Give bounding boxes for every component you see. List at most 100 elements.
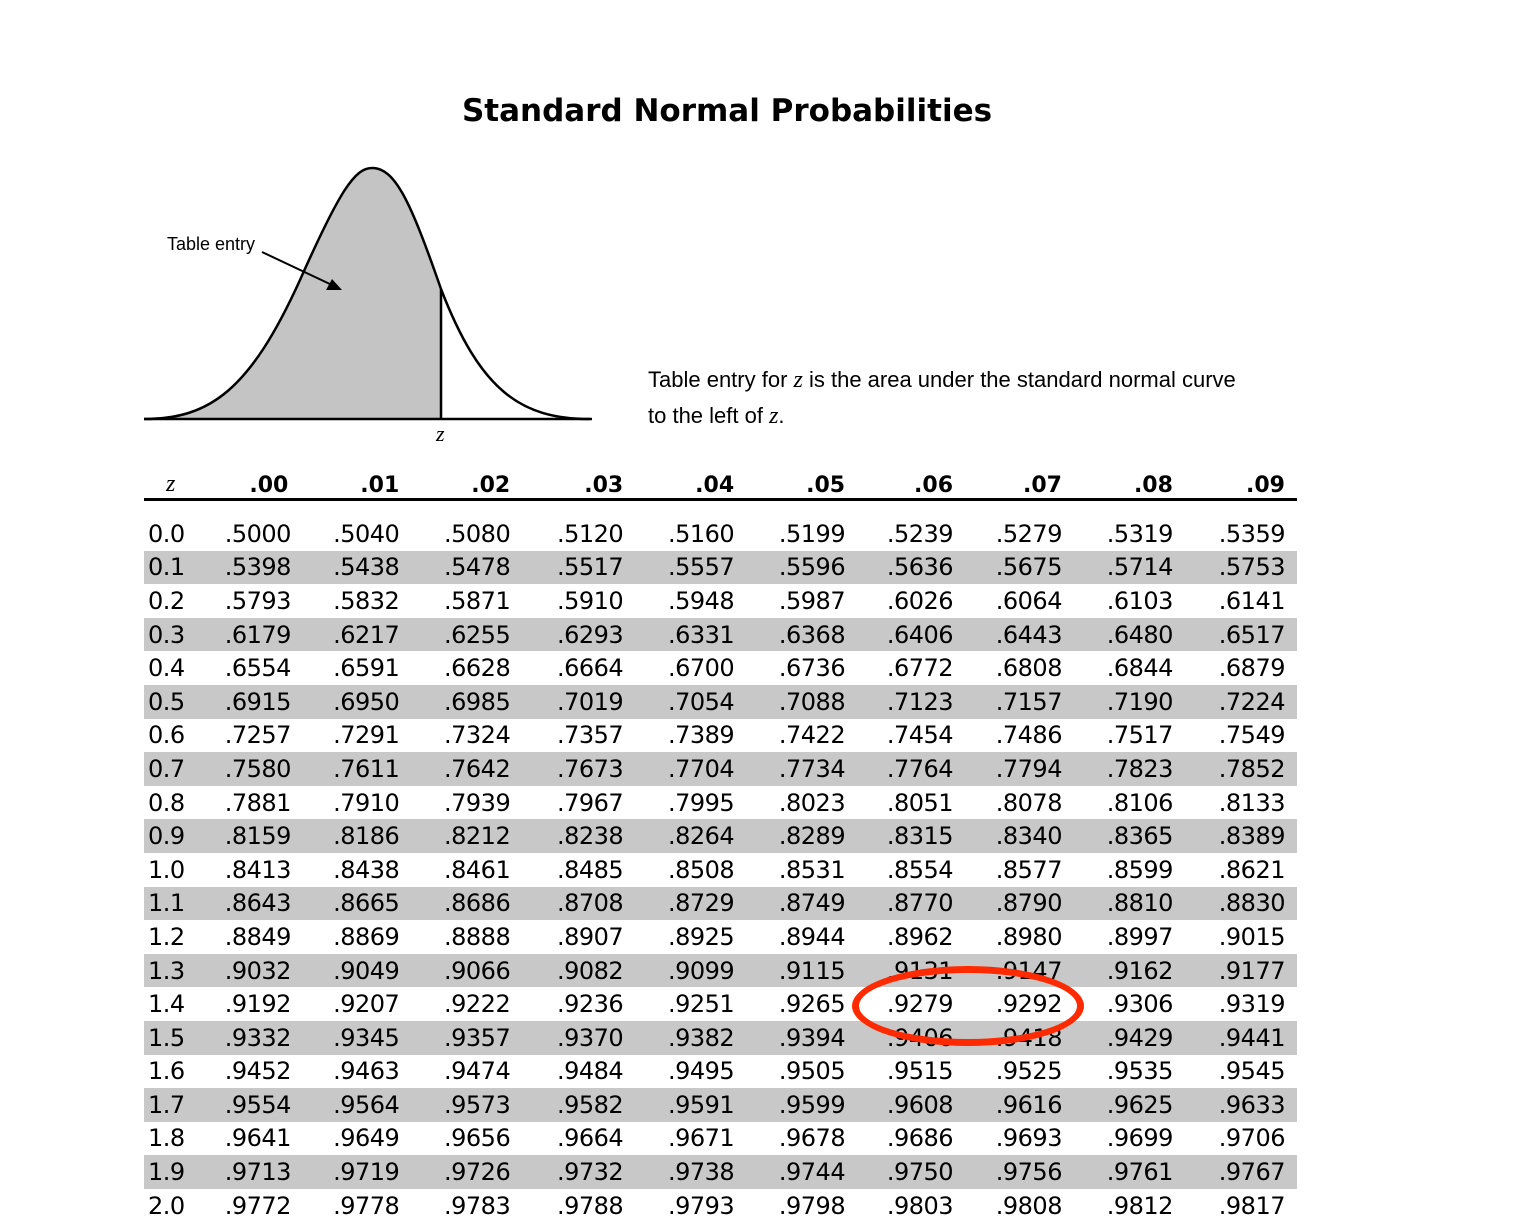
table-cell: .6103 — [1106, 586, 1174, 615]
table-cell: .9495 — [667, 1057, 735, 1086]
table-cell: .9319 — [1218, 990, 1286, 1019]
table-row: 1.3.9032.9049.9066.9082.9099.9115.9131.9… — [144, 953, 1297, 988]
table-cell: .9732 — [522, 1155, 636, 1189]
table-cell: .8962 — [886, 922, 954, 951]
table-cell: .8289 — [746, 819, 858, 853]
table-cell: .9750 — [857, 1155, 966, 1189]
table-cell: .8413 — [224, 855, 292, 884]
table-cell: .8944 — [778, 922, 846, 951]
table-cell: .8907 — [556, 922, 624, 951]
table-row: 1.1.8643.8665.8686.8708.8729.8749.8770.8… — [144, 886, 1297, 921]
z-table: z .00.01.02.03.04.05.06.07.08.09 0.0 .5000… — [144, 468, 1297, 1222]
table-cell: .9591 — [635, 1088, 747, 1122]
table-row: 0.5.6915.6950.6985.7019.7054.7088.7123.7… — [144, 684, 1297, 719]
table-cell: .8051 — [886, 788, 954, 817]
table-cell: .7852 — [1184, 752, 1297, 786]
table-cell: .8708 — [522, 886, 636, 921]
table-cell: .9726 — [411, 1155, 523, 1189]
table-cell: .6985 — [411, 684, 523, 719]
table-cell: .6879 — [1218, 654, 1286, 683]
highlight-circle — [852, 966, 1084, 1046]
table-cell: .9706 — [1218, 1124, 1286, 1153]
page-title: Standard Normal Probabilities — [461, 93, 993, 129]
table-cell: .7967 — [556, 788, 624, 817]
table-cell: .9756 — [965, 1155, 1074, 1189]
table-cell: .7549 — [1218, 721, 1286, 750]
table-cell: .9099 — [635, 953, 747, 988]
table-cell: .6808 — [995, 654, 1063, 683]
caption-line-2: to the left of z. — [648, 403, 785, 429]
header-col: .01 — [300, 468, 412, 501]
table-row: 1.7.9554.9564.9573.9582.9591.9599.9608.9… — [144, 1088, 1297, 1122]
row-z-value: 1.3 — [144, 953, 225, 988]
row-z-value: 1.5 — [144, 1020, 225, 1055]
table-cell: .9515 — [886, 1057, 954, 1086]
table-cell: .6141 — [1218, 586, 1286, 615]
header-z: z — [144, 468, 225, 501]
table-cell: .7642 — [411, 752, 523, 786]
table-cell: .7910 — [333, 788, 400, 817]
table-cell: .9817 — [1218, 1191, 1286, 1220]
table-cell: .8980 — [995, 922, 1063, 951]
table-cell: .7422 — [778, 721, 846, 750]
table-cell: .8770 — [857, 886, 966, 921]
callout-label: Table entry — [167, 234, 255, 254]
table-cell: .8485 — [556, 855, 624, 884]
table-cell: .9066 — [411, 953, 523, 988]
header-col: .05 — [746, 468, 858, 501]
table-row: 1.9.9713.9719.9726.9732.9738.9744.9750.9… — [144, 1155, 1297, 1189]
table-cell: .9535 — [1106, 1057, 1174, 1086]
table-cell: .5557 — [635, 550, 747, 585]
table-cell: .7486 — [995, 721, 1063, 750]
table-cell: .9812 — [1106, 1191, 1174, 1220]
table-cell: .9693 — [995, 1124, 1063, 1153]
table-cell: .5478 — [411, 550, 523, 585]
table-cell: .9251 — [667, 990, 735, 1019]
table-cell: .9649 — [333, 1124, 400, 1153]
table-cell: .9484 — [556, 1057, 624, 1086]
table-cell: .6368 — [746, 617, 858, 652]
row-z-value: 0.4 — [148, 654, 185, 683]
row-z-value: 1.6 — [148, 1057, 185, 1086]
table-cell: .5120 — [556, 519, 624, 548]
table-cell: .9049 — [300, 953, 412, 988]
table-cell: .9744 — [746, 1155, 858, 1189]
table-cell: .7054 — [635, 684, 747, 719]
table-cell: .8315 — [857, 819, 966, 853]
table-row: 0.2 .5793 .5832 .5871 .5910 .5948 .5987 .6026 .6… — [144, 584, 1297, 618]
table-cell: .7190 — [1073, 684, 1185, 719]
table-cell: .6772 — [886, 654, 954, 683]
table-cell: .9633 — [1184, 1088, 1297, 1122]
header-col: .08 — [1073, 468, 1185, 501]
shaded-area — [144, 168, 441, 419]
table-row: 1.6 .9452 .9463 .9474 .9484 .9495 .9505 .9515 .9… — [144, 1055, 1297, 1089]
table-cell: .8238 — [522, 819, 636, 853]
table-cell: .9032 — [224, 953, 301, 988]
table-cell: .6844 — [1106, 654, 1174, 683]
table-cell: .7881 — [224, 788, 292, 817]
table-cell: .6026 — [886, 586, 954, 615]
table-body: 0.0.5000.5040.5080.5120.5160.5199.5239.5… — [144, 500, 1297, 1223]
table-cell: .6217 — [300, 617, 412, 652]
table-cell: .9441 — [1184, 1020, 1297, 1055]
table-cell: .9778 — [333, 1191, 400, 1220]
table-cell: .8577 — [995, 855, 1063, 884]
table-cell: .9545 — [1218, 1057, 1286, 1086]
table-cell: .9608 — [857, 1088, 966, 1122]
table-cell: .6406 — [857, 617, 966, 652]
table-cell: .5279 — [995, 519, 1063, 548]
header-col: .07 — [965, 468, 1074, 501]
table-cell: .8643 — [224, 886, 301, 921]
table-cell: .9463 — [333, 1057, 400, 1086]
header-col: .06 — [857, 468, 966, 501]
table-cell: .8888 — [444, 922, 511, 951]
table-cell: .9772 — [224, 1191, 292, 1220]
table-cell: .6517 — [1184, 617, 1297, 652]
table-cell: .8531 — [778, 855, 846, 884]
table-cell: .5987 — [778, 586, 846, 615]
table-cell: .6331 — [635, 617, 747, 652]
table-cell: .8554 — [886, 855, 954, 884]
table-cell: .6293 — [522, 617, 636, 652]
table-cell: .7611 — [300, 752, 412, 786]
row-z-value: 2.0 — [148, 1191, 185, 1220]
